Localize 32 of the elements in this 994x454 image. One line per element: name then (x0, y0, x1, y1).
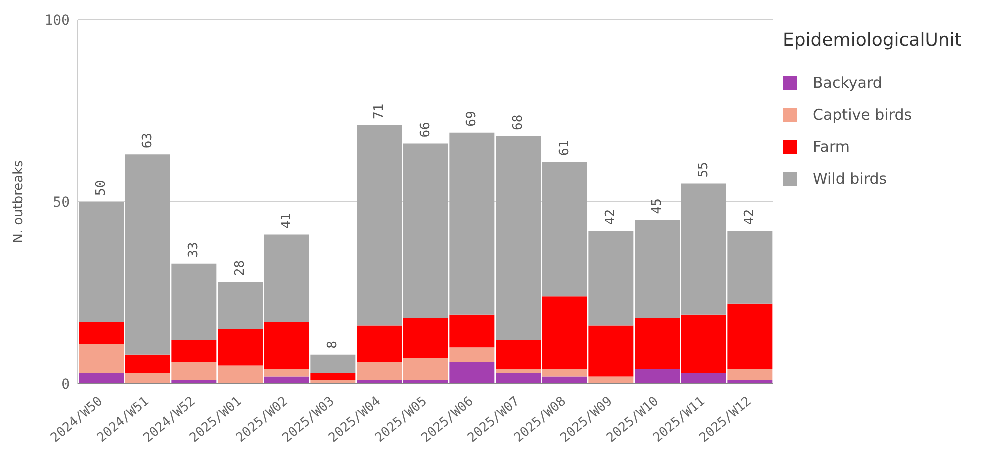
total-label: 69 (464, 111, 480, 127)
bar (310, 373, 356, 380)
total-label: 41 (279, 213, 294, 229)
total-label: 66 (418, 122, 434, 138)
total-label: 45 (650, 198, 665, 214)
total-label: 28 (233, 260, 248, 276)
bar (79, 344, 124, 374)
total-label: 63 (140, 133, 156, 149)
legend-label: Farm (813, 138, 850, 156)
legend-label: Wild birds (813, 170, 888, 188)
y-tick-label: 50 (53, 194, 70, 211)
total-label: 55 (696, 162, 712, 178)
total-label: 50 (94, 180, 109, 196)
legend-label: Backyard (813, 74, 882, 92)
total-label: 33 (186, 242, 202, 258)
total-label: 8 (326, 341, 341, 349)
legend-label: Captive birds (813, 106, 912, 124)
total-label: 42 (742, 209, 758, 226)
total-label: 61 (557, 140, 572, 156)
y-axis-title: N. outbreaks (12, 160, 27, 244)
y-tick-label: 0 (62, 376, 70, 393)
bar (728, 369, 773, 380)
total-label: 71 (372, 104, 387, 120)
bar (310, 354, 356, 374)
bar (79, 322, 124, 344)
total-label: 42 (604, 209, 619, 226)
y-tick-label: 100 (44, 12, 70, 29)
legend-title: EpidemiologicalUnit (783, 30, 962, 51)
bar (588, 376, 634, 384)
bar (79, 373, 124, 384)
total-label: 68 (511, 114, 526, 130)
bar (264, 376, 310, 384)
